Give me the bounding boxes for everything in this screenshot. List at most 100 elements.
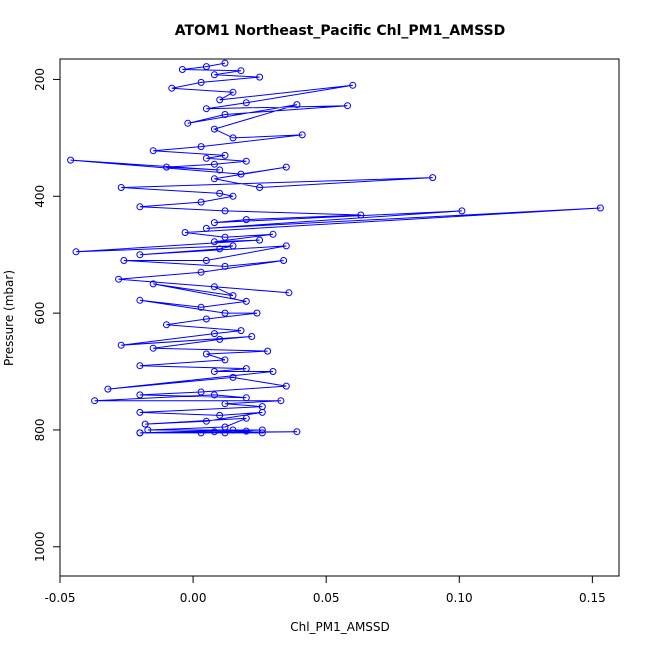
data-point — [242, 394, 250, 402]
data-point — [178, 66, 186, 73]
data-point — [210, 391, 218, 399]
data-point — [149, 280, 157, 288]
data-point — [210, 330, 218, 338]
data-point — [253, 309, 261, 317]
data-point — [181, 229, 189, 236]
data-point — [221, 356, 229, 364]
data-point — [202, 257, 210, 264]
data-point — [293, 101, 301, 109]
series-line — [70, 62, 601, 434]
data-point — [221, 309, 229, 317]
data-point — [202, 315, 210, 323]
data-point — [210, 368, 218, 375]
y-tick-label: 1000 — [33, 532, 47, 563]
data-point — [258, 429, 266, 437]
data-point — [298, 131, 306, 139]
x-tick-label: -0.05 — [44, 591, 75, 605]
data-point — [264, 347, 272, 355]
data-point — [282, 163, 290, 171]
data-point — [258, 408, 266, 416]
data-point — [91, 397, 99, 405]
data-point — [237, 67, 245, 75]
data-point — [216, 189, 224, 197]
data-point — [210, 238, 218, 246]
data-point — [149, 147, 157, 155]
data-point — [216, 245, 224, 253]
data-point — [229, 88, 237, 96]
data-point — [216, 335, 224, 343]
data-point — [269, 230, 277, 238]
data-point — [256, 184, 264, 191]
data-point — [221, 400, 229, 408]
data-point — [242, 365, 250, 373]
data-point — [280, 257, 288, 264]
data-point — [136, 362, 144, 370]
chart-title: ATOM1 Northeast_Pacific Chl_PM1_AMSSD — [175, 23, 506, 39]
data-point — [216, 411, 224, 419]
data-point — [258, 426, 266, 434]
data-point — [229, 292, 237, 300]
data-point — [216, 96, 224, 104]
data-point — [104, 385, 112, 393]
data-point — [293, 428, 301, 436]
data-point — [197, 78, 205, 86]
x-axis-label: Chl_PM1_AMSSD — [290, 620, 390, 634]
x-tick-label: 0.05 — [313, 591, 340, 605]
data-point — [210, 71, 218, 79]
data-point — [197, 388, 205, 396]
data-point — [197, 143, 205, 151]
data-point — [242, 414, 250, 422]
data-point — [136, 429, 144, 437]
x-tick-label: 0.15 — [579, 591, 606, 605]
plot-area — [67, 59, 604, 437]
data-point — [115, 275, 123, 283]
plot-frame — [59, 58, 620, 577]
data-point — [141, 420, 149, 428]
data-point — [197, 429, 205, 437]
data-point — [429, 174, 437, 182]
data-point — [596, 204, 604, 212]
data-point — [248, 333, 256, 340]
data-point — [221, 233, 229, 241]
data-point — [229, 242, 237, 250]
data-point — [242, 427, 250, 435]
y-axis: 200 400 600 800 1000 — [33, 68, 60, 562]
data-point — [144, 426, 152, 434]
data-point — [197, 268, 205, 276]
data-point — [202, 224, 210, 232]
data-point — [117, 341, 125, 349]
data-point — [221, 59, 229, 67]
data-point — [210, 125, 218, 133]
data-point — [149, 344, 157, 352]
data-point — [210, 219, 218, 227]
data-point — [136, 296, 144, 304]
data-point — [136, 203, 144, 211]
y-tick-label: 600 — [33, 302, 47, 325]
data-point — [285, 289, 293, 297]
data-point — [136, 391, 144, 399]
data-point — [136, 408, 144, 416]
data-point — [269, 368, 277, 375]
data-point — [242, 216, 250, 224]
data-point — [210, 283, 218, 291]
data-point — [221, 429, 229, 437]
data-point — [458, 207, 466, 215]
data-point — [72, 248, 80, 256]
y-tick-label: 200 — [33, 68, 47, 91]
data-point — [256, 73, 264, 81]
data-point — [221, 207, 229, 215]
data-point — [277, 397, 285, 405]
data-point — [202, 350, 210, 358]
data-point — [210, 175, 218, 183]
data-point — [184, 119, 192, 127]
y-axis-label: Pressure (mbar) — [2, 270, 16, 366]
x-tick-label: 0.00 — [180, 591, 207, 605]
data-point — [136, 251, 144, 259]
data-point — [344, 102, 351, 110]
data-point — [349, 81, 357, 89]
data-point — [210, 428, 218, 436]
data-point — [237, 327, 245, 335]
data-point — [229, 373, 237, 381]
data-point — [117, 184, 125, 191]
